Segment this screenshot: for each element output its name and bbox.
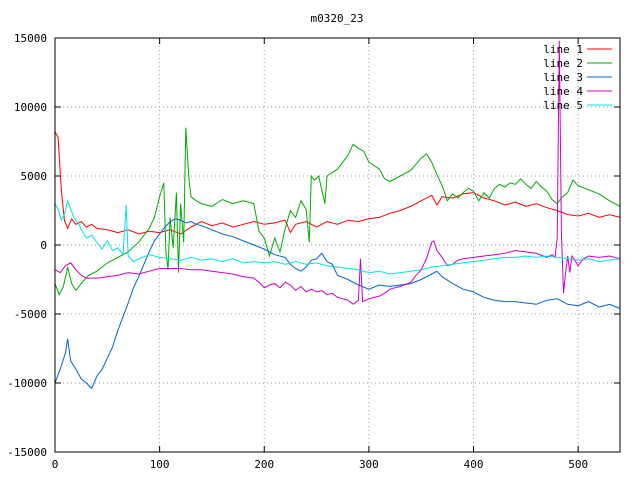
plot-frame (54, 37, 621, 453)
chart-title: m0320_23 (311, 12, 364, 25)
series-lines (54, 40, 621, 390)
x-tick-label: 500 (568, 458, 588, 471)
legend-label: line 3 (543, 71, 583, 84)
x-tick-label: 200 (254, 458, 274, 471)
legend-label: line 2 (543, 57, 583, 70)
y-tick-label: -5000 (14, 308, 47, 321)
grid (55, 38, 620, 452)
legend-label: line 4 (543, 85, 583, 98)
x-tick-label: 100 (150, 458, 170, 471)
legend-label: line 5 (543, 99, 583, 112)
x-tick-label: 400 (464, 458, 484, 471)
legend-label: line 1 (543, 43, 583, 56)
y-tick-label: 0 (40, 239, 47, 252)
y-tick-label: 5000 (21, 170, 48, 183)
series-line (54, 131, 621, 235)
series-line (54, 199, 621, 275)
y-tick-label: 15000 (14, 32, 47, 45)
y-tick-label: -10000 (7, 377, 47, 390)
x-tick-label: 300 (359, 458, 379, 471)
x-tick-label: 0 (52, 458, 59, 471)
y-tick-label: -15000 (7, 446, 47, 459)
axis-ticks: 0 100 200 300 400 500 -15000 -10000 -5000 0 5000 10… (7, 32, 620, 471)
series-line (54, 40, 621, 305)
series-line (54, 218, 621, 390)
y-tick-label: 10000 (14, 101, 47, 114)
series-line (54, 127, 621, 296)
